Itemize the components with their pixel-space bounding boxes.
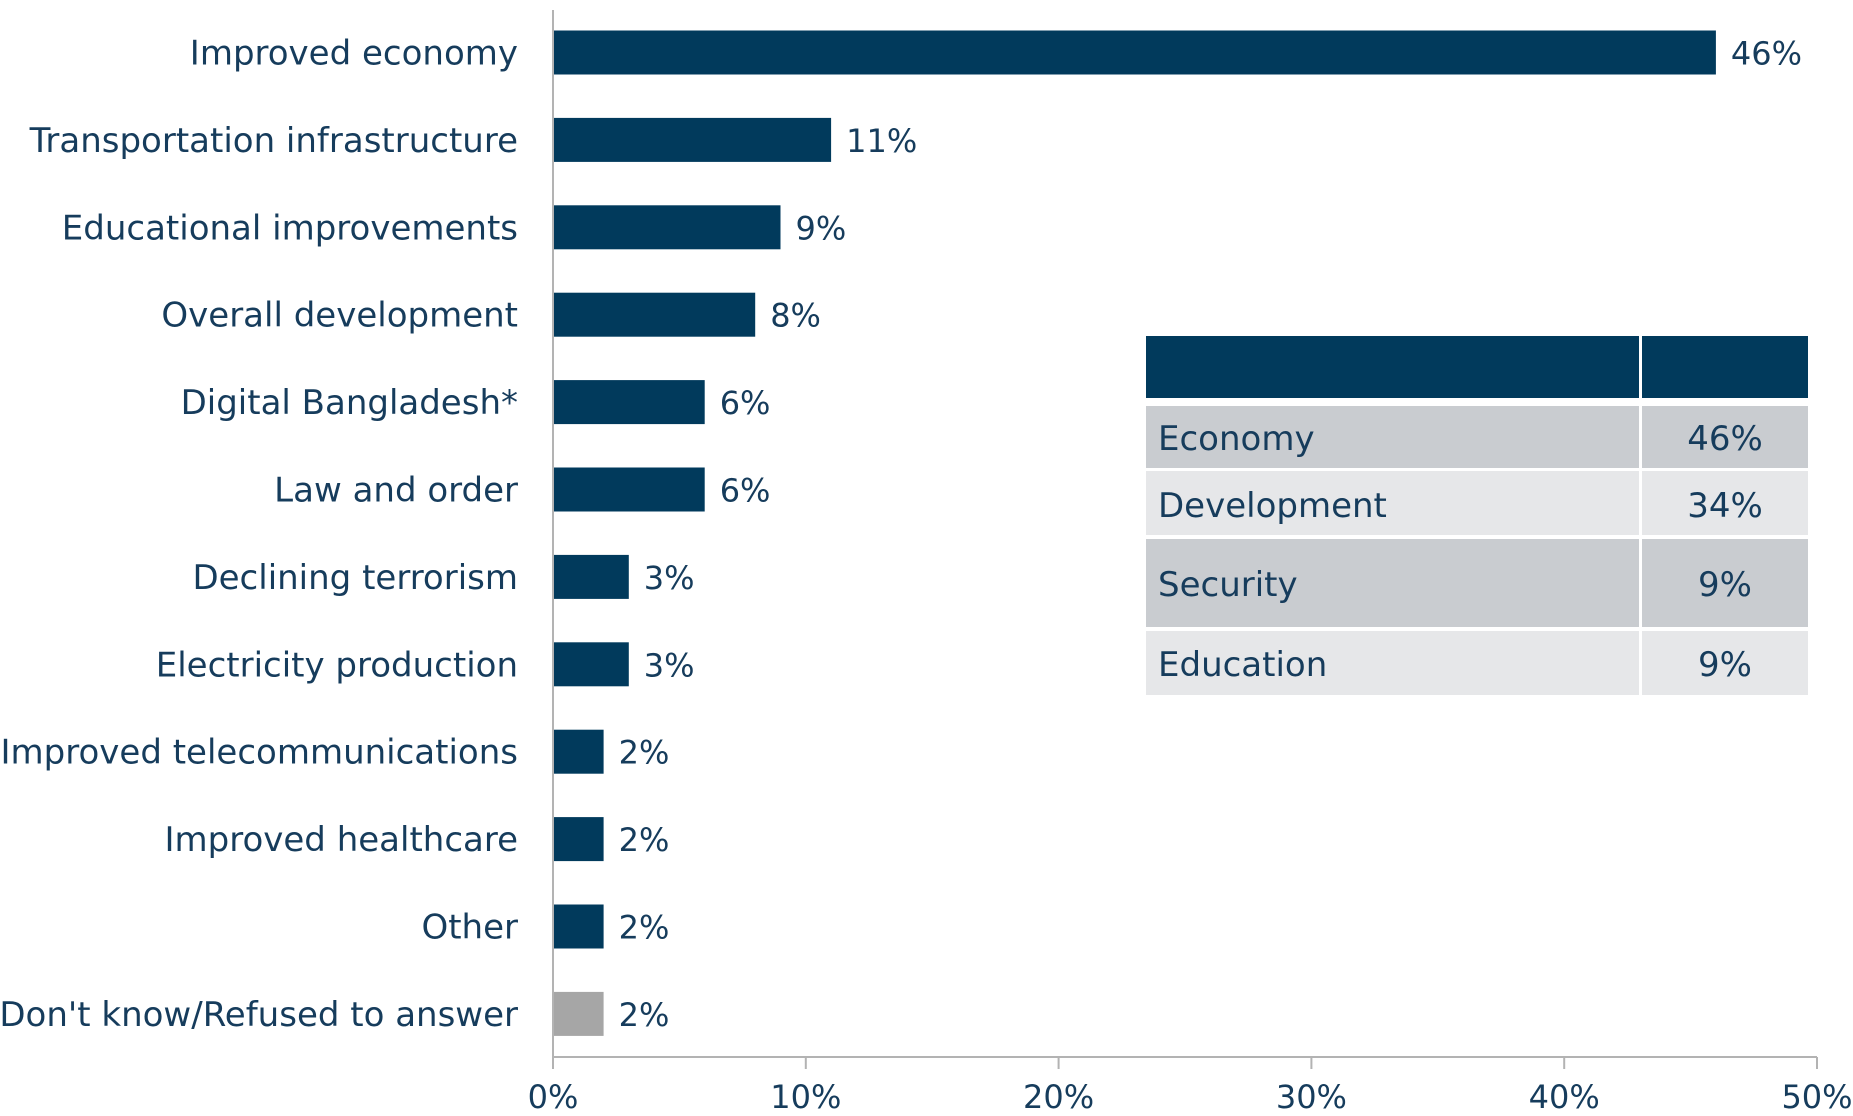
bar-improved-healthcare bbox=[554, 817, 604, 862]
x-tick-label-0: 0% bbox=[528, 1078, 579, 1116]
category-label-transportation-infrastructure: Transportation infrastructure bbox=[29, 121, 518, 161]
x-tick-label-40: 40% bbox=[1529, 1078, 1600, 1116]
bar-declining-terrorism bbox=[554, 554, 629, 599]
category-label-law-and-order: Law and order bbox=[274, 471, 518, 511]
bar-improved-economy bbox=[554, 30, 1716, 75]
summary-row-security-value-cell bbox=[1642, 539, 1808, 627]
summary-row-security-label-cell bbox=[1146, 539, 1639, 627]
summary-row-security-label: Security bbox=[1158, 565, 1298, 605]
x-tick-label-20: 20% bbox=[1023, 1078, 1094, 1116]
bar-electricity-production bbox=[554, 642, 629, 687]
category-label-declining-terrorism: Declining terrorism bbox=[192, 558, 518, 598]
bar-don-t-know-refused-to-answer bbox=[554, 991, 604, 1036]
summary-row-economy-label: Economy bbox=[1158, 419, 1315, 459]
category-label-electricity-production: Electricity production bbox=[156, 645, 518, 685]
bars-layer: Improved economy 46% Transportation infras… bbox=[0, 30, 1802, 1036]
bar-other bbox=[554, 904, 604, 949]
summary-row-economy-value-cell bbox=[1642, 406, 1808, 468]
value-label-law-and-order: 6% bbox=[720, 472, 771, 510]
summary-row-development-value-cell bbox=[1642, 471, 1808, 535]
x-tick-label-10: 10% bbox=[770, 1078, 841, 1116]
value-label-transportation-infrastructure: 11% bbox=[846, 122, 917, 160]
bar-improved-telecommunications bbox=[554, 729, 604, 774]
summary-row-economy-label-cell bbox=[1146, 406, 1639, 468]
summary-row-security-value: 9% bbox=[1698, 565, 1752, 605]
value-label-improved-telecommunications: 2% bbox=[619, 734, 670, 772]
bar-educational-improvements bbox=[554, 205, 781, 250]
summary-row-education-label: Education bbox=[1158, 645, 1327, 685]
summary-row-development-label: Development bbox=[1158, 486, 1387, 526]
value-label-improved-economy: 46% bbox=[1731, 35, 1802, 73]
category-label-other: Other bbox=[421, 908, 518, 948]
value-label-overall-development: 8% bbox=[770, 297, 821, 335]
summary-header-label-cell bbox=[1146, 336, 1639, 398]
category-label-overall-development: Overall development bbox=[161, 296, 518, 336]
summary-table: Economy 46% Development 34% Security 9% … bbox=[1146, 336, 1808, 695]
x-tick-label-30: 30% bbox=[1276, 1078, 1347, 1116]
bar-overall-development bbox=[554, 292, 756, 337]
value-label-improved-healthcare: 2% bbox=[619, 821, 670, 859]
bar-transportation-infrastructure bbox=[554, 117, 832, 162]
category-label-improved-telecommunications: Improved telecommunications bbox=[1, 733, 518, 773]
x-axis: 0% 10% 20% 30% 40% 50% bbox=[528, 10, 1853, 1116]
summary-row-development-value: 34% bbox=[1687, 486, 1763, 526]
summary-row-education-label-cell bbox=[1146, 631, 1639, 695]
x-tick-label-50: 50% bbox=[1781, 1078, 1852, 1116]
category-label-don-t-know-refused-to-answer: Don't know/Refused to answer bbox=[0, 995, 518, 1035]
category-label-educational-improvements: Educational improvements bbox=[62, 208, 518, 248]
category-label-digital-bangladesh: Digital Bangladesh* bbox=[181, 383, 518, 423]
bar-digital-bangladesh bbox=[554, 380, 705, 425]
category-label-improved-economy: Improved economy bbox=[190, 34, 518, 74]
bar-law-and-order bbox=[554, 467, 705, 512]
category-label-improved-healthcare: Improved healthcare bbox=[165, 820, 519, 860]
summary-row-education-value-cell bbox=[1642, 631, 1808, 695]
value-label-electricity-production: 3% bbox=[644, 646, 695, 684]
summary-row-economy-value: 46% bbox=[1687, 419, 1763, 459]
summary-row-education-value: 9% bbox=[1698, 645, 1752, 685]
value-label-educational-improvements: 9% bbox=[796, 209, 847, 247]
summary-row-development-label-cell bbox=[1146, 471, 1639, 535]
value-label-digital-bangladesh: 6% bbox=[720, 384, 771, 422]
value-label-other: 2% bbox=[619, 909, 670, 947]
value-label-don-t-know-refused-to-answer: 2% bbox=[619, 996, 670, 1034]
value-label-declining-terrorism: 3% bbox=[644, 559, 695, 597]
summary-header-value-cell bbox=[1642, 336, 1808, 398]
